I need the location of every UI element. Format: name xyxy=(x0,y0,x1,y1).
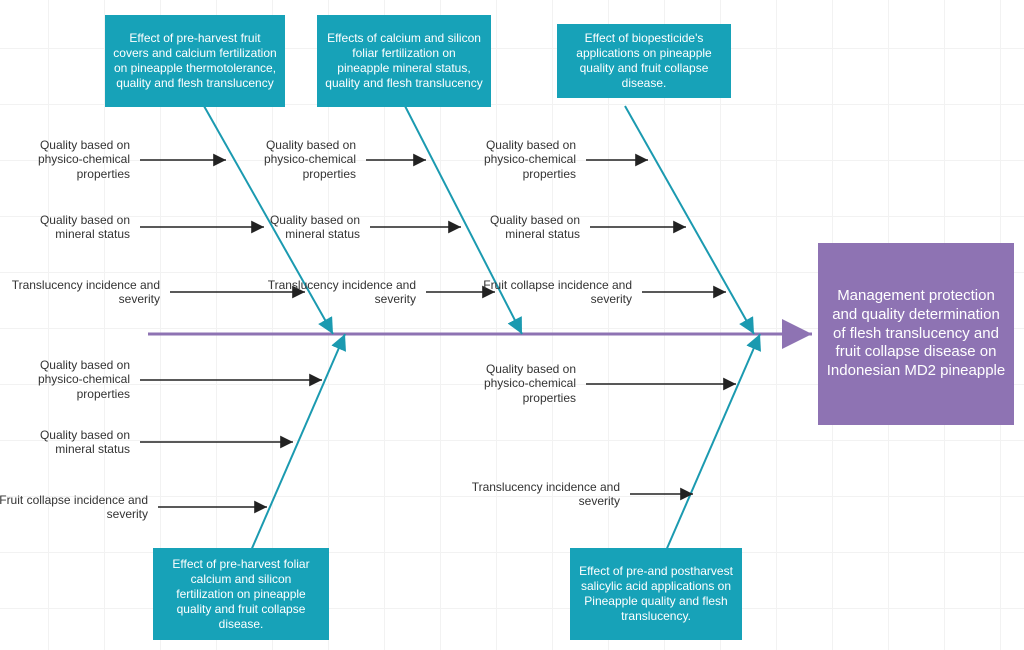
sub-cause-label: Translucency incidence and severity xyxy=(10,278,160,307)
sub-cause-label: Quality based on physico-chemical proper… xyxy=(456,362,576,405)
cause-box: Effect of pre-and postharvest salicylic … xyxy=(570,548,742,640)
effect-box: Management protection and quality determ… xyxy=(818,243,1014,425)
sub-cause-label: Quality based on physico-chemical proper… xyxy=(456,138,576,181)
sub-cause-label: Quality based on physico-chemical proper… xyxy=(236,138,356,181)
sub-cause-label: Translucency incidence and severity xyxy=(266,278,416,307)
sub-cause-label: Quality based on mineral status xyxy=(10,213,130,242)
sub-cause-label: Fruit collapse incidence and severity xyxy=(482,278,632,307)
cause-box: Effect of pre-harvest foliar calcium and… xyxy=(153,548,329,640)
cause-box: Effect of pre-harvest fruit covers and c… xyxy=(105,15,285,107)
sub-cause-label: Quality based on mineral status xyxy=(460,213,580,242)
sub-cause-label: Fruit collapse incidence and severity xyxy=(0,493,148,522)
sub-cause-label: Quality based on mineral status xyxy=(240,213,360,242)
cause-box: Effects of calcium and silicon foliar fe… xyxy=(317,15,491,107)
sub-cause-label: Quality based on physico-chemical proper… xyxy=(10,358,130,401)
cause-box: Effect of biopesticide's applications on… xyxy=(557,24,731,98)
sub-cause-label: Quality based on mineral status xyxy=(10,428,130,457)
sub-cause-label: Translucency incidence and severity xyxy=(470,480,620,509)
sub-cause-label: Quality based on physico-chemical proper… xyxy=(10,138,130,181)
